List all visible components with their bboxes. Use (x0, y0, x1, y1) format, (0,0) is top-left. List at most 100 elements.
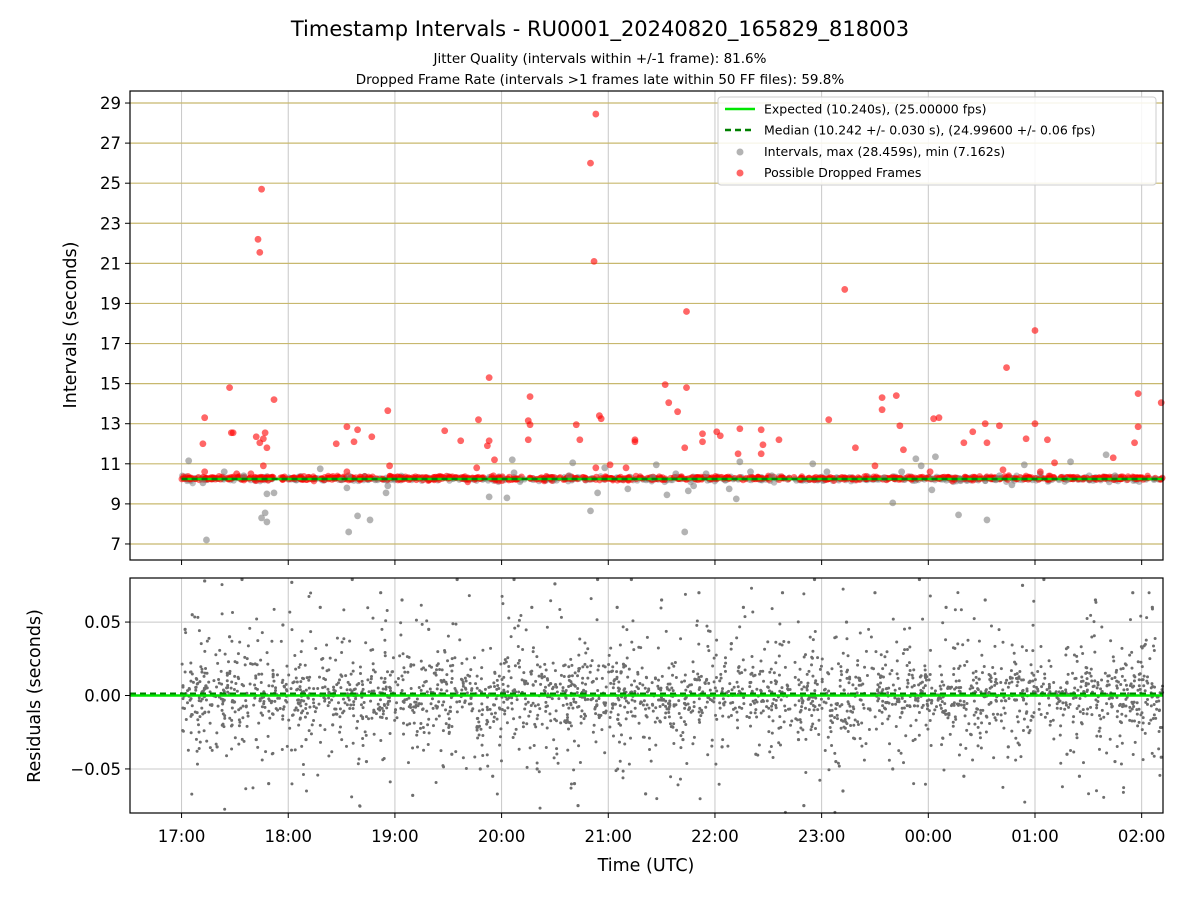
residual-point (1134, 741, 1137, 744)
residual-point (891, 767, 894, 770)
chart-subtitle-dropped: Dropped Frame Rate (intervals >1 frames … (356, 72, 845, 88)
residual-point (244, 787, 247, 790)
residual-point (1095, 703, 1098, 706)
residual-point (952, 725, 955, 728)
residual-point (906, 685, 909, 688)
dropped-frame-point (230, 429, 237, 436)
residual-point (977, 726, 980, 729)
residual-point (679, 734, 682, 737)
residual-point (221, 583, 224, 586)
dropped-frame-point (879, 406, 886, 413)
residual-point (861, 683, 864, 686)
residual-point (1138, 721, 1141, 724)
dropped-frame-point (475, 416, 482, 423)
residual-point (545, 668, 548, 671)
residual-point (538, 707, 541, 710)
residual-point (231, 700, 234, 703)
residual-point (929, 719, 932, 722)
residual-point (1136, 713, 1139, 716)
residual-point (394, 708, 397, 711)
residual-point (1007, 745, 1010, 748)
residual-point (842, 720, 845, 723)
residual-point (431, 697, 434, 700)
residual-point (908, 673, 911, 676)
residual-point (290, 581, 293, 584)
residual-point (730, 642, 733, 645)
residual-point (1132, 705, 1135, 708)
residual-point (966, 702, 969, 705)
residual-point (465, 680, 468, 683)
residual-point (1100, 626, 1103, 629)
residual-point (648, 737, 651, 740)
residual-point (826, 671, 829, 674)
legend-dropped-swatch (737, 170, 744, 177)
residual-point (190, 670, 193, 673)
residual-point (856, 691, 859, 694)
residual-point (684, 593, 687, 596)
residual-point (711, 739, 714, 742)
residual-point (742, 658, 745, 661)
residual-point (831, 709, 834, 712)
residual-point (707, 649, 710, 652)
residual-point (200, 642, 203, 645)
residual-point (1125, 684, 1128, 687)
residual-point (767, 686, 770, 689)
residual-point (296, 680, 299, 683)
residual-point (1124, 705, 1127, 708)
residual-point (308, 729, 311, 732)
residual-point (217, 678, 220, 681)
dropped-frame-point (527, 393, 534, 400)
residual-point (384, 619, 387, 622)
residual-point (268, 717, 271, 720)
residual-point (628, 668, 631, 671)
residual-point (300, 745, 303, 748)
residual-point (552, 662, 555, 665)
residual-point (466, 691, 469, 694)
residual-point (256, 639, 259, 642)
residual-point (768, 750, 771, 753)
residual-point (532, 646, 535, 649)
residual-point (566, 716, 569, 719)
residual-point (419, 727, 422, 730)
residual-point (297, 702, 300, 705)
residual-point (1082, 708, 1085, 711)
residual-point (960, 608, 963, 611)
residual-point (410, 687, 413, 690)
residual-point (781, 643, 784, 646)
residual-point (780, 686, 783, 689)
residual-point (1146, 675, 1149, 678)
residual-point (476, 729, 479, 732)
residual-point (888, 742, 891, 745)
residual-point (1098, 727, 1101, 730)
residual-point (738, 690, 741, 693)
residual-point (704, 682, 707, 685)
residual-point (841, 789, 844, 792)
residual-point (1155, 708, 1158, 711)
residual-point (1158, 708, 1161, 711)
residual-point (498, 707, 501, 710)
residual-point (916, 704, 919, 707)
dropped-frame-point (271, 396, 278, 403)
residual-point (260, 681, 263, 684)
dropped-frame-point (344, 468, 351, 475)
residual-point (207, 711, 210, 714)
residual-point (316, 687, 319, 690)
residual-point (507, 685, 510, 688)
residual-point (980, 654, 983, 657)
residual-point (593, 724, 596, 727)
residual-point (209, 703, 212, 706)
residual-point (370, 675, 373, 678)
residual-point (607, 671, 610, 674)
residual-point (507, 696, 510, 699)
residual-point (625, 628, 628, 631)
residual-point (1000, 719, 1003, 722)
residual-point (802, 804, 805, 807)
residual-point (261, 758, 264, 761)
residual-point (748, 685, 751, 688)
residual-point (667, 711, 670, 714)
residual-point (198, 731, 201, 734)
residual-point (758, 743, 761, 746)
residual-point (642, 736, 645, 739)
residual-point (794, 661, 797, 664)
residual-point (646, 690, 649, 693)
